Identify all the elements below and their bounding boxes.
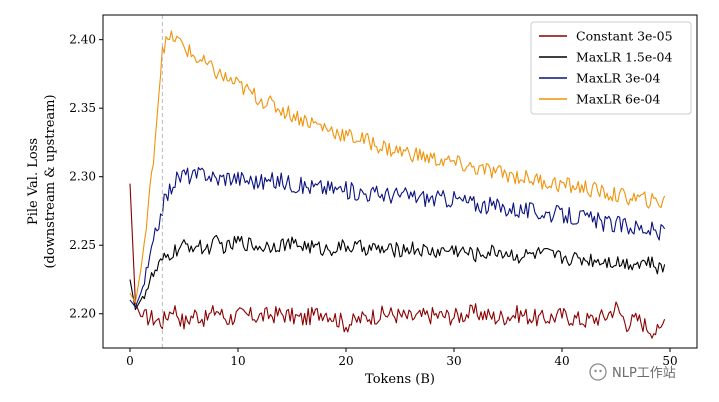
y-axis-label-line-0: Pile Val. Loss [26, 138, 41, 225]
x-tick-label: 50 [662, 354, 677, 368]
y-axis-ticks: 2.20 2.25 2.30 2.35 2.40 [69, 33, 103, 321]
wechat-icon-eye-right [599, 369, 602, 373]
series-line-1 [129, 234, 666, 311]
legend-label-3: MaxLR 6e-04 [576, 92, 661, 107]
y-tick-label: 2.35 [69, 101, 96, 115]
series-line-0 [129, 183, 666, 339]
series-line-3 [129, 30, 666, 304]
series-line-2 [129, 167, 666, 308]
x-axis-label: Tokens (B) [365, 372, 435, 387]
y-tick-label: 2.40 [69, 33, 96, 47]
legend-label-0: Constant 3e-05 [576, 29, 673, 44]
legend-label-1: MaxLR 1.5e-04 [576, 50, 672, 65]
y-axis-label: Pile Val. Loss (downstream & upstream) [26, 94, 58, 268]
x-tick-label: 0 [126, 354, 134, 368]
watermark-text: NLP工作站 [612, 366, 676, 381]
legend-box [530, 21, 692, 115]
wechat-icon [589, 363, 607, 381]
x-tick-label: 30 [446, 354, 461, 368]
plot-frame [102, 14, 698, 349]
legend-label-2: MaxLR 3e-04 [576, 71, 661, 86]
watermark: NLP工作站 [589, 363, 676, 381]
x-tick-label: 40 [554, 354, 569, 368]
y-tick-label: 2.20 [69, 307, 96, 321]
x-tick-label: 20 [338, 354, 353, 368]
y-tick-label: 2.25 [69, 238, 96, 252]
y-tick-label: 2.30 [69, 170, 96, 184]
plot-lines [129, 30, 666, 339]
x-tick-label: 10 [230, 354, 245, 368]
legend: Constant 3e-05 MaxLR 1.5e-04 MaxLR 3e-04 Ma… [530, 21, 692, 115]
y-axis-label-line-1: (downstream & upstream) [43, 94, 58, 268]
wechat-icon-eye-left [594, 369, 597, 373]
x-axis-ticks: 0 10 20 30 40 50 [126, 348, 678, 368]
